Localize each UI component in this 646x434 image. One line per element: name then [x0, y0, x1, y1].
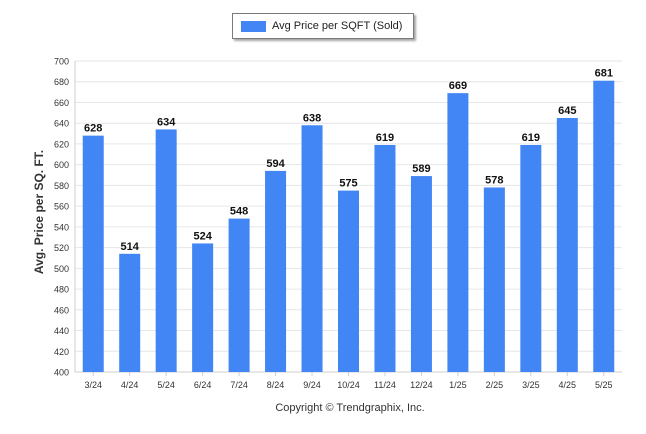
bar-1/25	[447, 93, 469, 373]
x-tick-label: 6/24	[194, 380, 212, 390]
data-label: 669	[449, 80, 467, 92]
data-label: 514	[121, 241, 140, 253]
legend-label: Avg Price per SQFT (Sold)	[272, 20, 403, 32]
y-tick-label: 480	[54, 285, 69, 295]
data-label: 638	[303, 112, 321, 124]
bar-5/24	[155, 129, 177, 372]
data-label: 524	[193, 230, 212, 242]
x-tick-label: 5/24	[157, 380, 175, 390]
y-tick-label: 700	[54, 57, 69, 67]
bar-3/24	[82, 135, 104, 372]
y-tick-label: 460	[54, 305, 69, 315]
bar-5/25	[593, 80, 615, 373]
copyright: Copyright © Trendgraphix, Inc.	[275, 402, 425, 414]
y-tick-label: 420	[54, 347, 69, 357]
x-tick-label: 9/24	[303, 380, 321, 390]
bar-11/24	[374, 144, 396, 372]
x-tick-label: 3/25	[522, 380, 540, 390]
y-tick-label: 680	[54, 77, 69, 87]
x-tick-label: 1/25	[449, 380, 467, 390]
x-tick-label: 12/24	[410, 380, 433, 390]
bar-3/25	[520, 144, 542, 372]
y-tick-label: 560	[54, 202, 69, 212]
bar-4/25	[556, 118, 578, 373]
data-label: 619	[376, 132, 394, 144]
legend-swatch	[241, 20, 266, 32]
data-label: 589	[412, 163, 430, 175]
bar-10/24	[338, 190, 359, 372]
bar-6/24	[192, 243, 214, 372]
data-label: 628	[84, 123, 102, 135]
x-tick-label: 4/25	[559, 380, 577, 390]
data-label: 645	[558, 105, 576, 117]
y-tick-label: 520	[54, 243, 69, 253]
bar-2/25	[483, 187, 505, 372]
x-tick-label: 5/25	[595, 380, 613, 390]
legend: Avg Price per SQFT (Sold)	[232, 13, 414, 39]
x-tick-label: 10/24	[337, 380, 360, 390]
y-tick-label: 640	[54, 119, 69, 129]
y-tick-label: 620	[54, 139, 69, 149]
bar-12/24	[410, 176, 432, 372]
x-tick-label: 7/24	[230, 380, 248, 390]
y-tick-label: 600	[54, 160, 69, 170]
bar-8/24	[265, 170, 287, 372]
bar-7/24	[228, 218, 250, 372]
data-label: 548	[230, 206, 248, 218]
bar-9/24	[301, 125, 323, 372]
x-tick-label: 11/24	[374, 380, 396, 390]
y-tick-label: 660	[54, 98, 69, 108]
data-label: 578	[485, 174, 503, 186]
data-label: 681	[595, 68, 613, 80]
bar-4/24	[119, 253, 141, 372]
y-tick-label: 580	[54, 181, 69, 191]
y-tick-label: 400	[54, 368, 69, 378]
data-label: 634	[157, 116, 176, 128]
x-tick-label: 4/24	[121, 380, 139, 390]
x-tick-label: 8/24	[267, 380, 285, 390]
y-tick-label: 440	[54, 326, 69, 336]
y-tick-label: 500	[54, 264, 69, 274]
data-label: 619	[522, 132, 540, 144]
x-tick-label: 2/25	[486, 380, 504, 390]
y-tick-label: 540	[54, 222, 69, 232]
data-label: 575	[339, 178, 357, 190]
data-label: 594	[266, 158, 285, 170]
x-tick-label: 3/24	[84, 380, 102, 390]
